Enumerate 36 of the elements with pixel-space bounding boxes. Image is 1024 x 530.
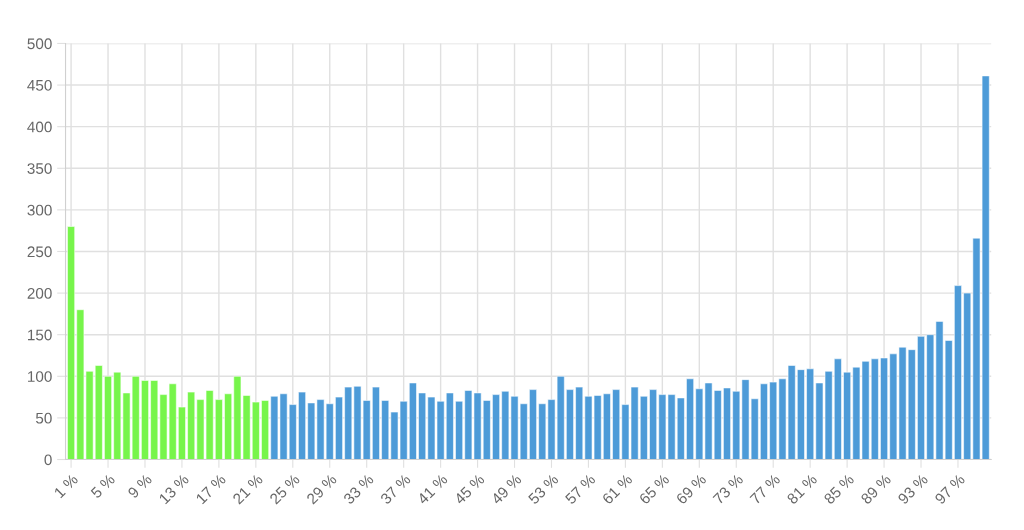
y-tick-label: 500 [27, 38, 52, 50]
y-tick-label: 400 [27, 121, 52, 133]
x-tick-label: 81 % [786, 473, 818, 505]
x-tick-label: 21 % [232, 473, 264, 505]
x-tick-label: 37 % [379, 473, 412, 505]
x-tick-label: 5 % [90, 473, 116, 499]
x-tick-label: 29 % [305, 473, 338, 505]
x-tick-label: 13 % [158, 473, 190, 505]
y-tick-label: 100 [28, 371, 52, 382]
y-tick-label: 300 [27, 204, 52, 216]
x-tick-label: 77 % [749, 473, 781, 505]
x-tick-label: 61 % [601, 473, 633, 505]
y-tick-label: 0 [44, 454, 52, 466]
y-tick-label: 50 [35, 412, 52, 424]
x-tick-label: 41 % [416, 473, 449, 505]
x-tick-label: 1 % [53, 473, 79, 499]
x-tick-label: 73 % [712, 473, 744, 505]
x-tick-label: 69 % [675, 473, 707, 505]
y-tick-label: 350 [27, 163, 52, 174]
x-tick-label: 17 % [195, 473, 227, 505]
x-tick-label: 93 % [897, 473, 929, 505]
y-tick-label: 200 [27, 287, 52, 299]
y-tick-label: 150 [28, 329, 52, 341]
x-tick-label: 9 % [127, 473, 153, 499]
x-tick-label: 53 % [527, 473, 560, 505]
x-tick-label: 65 % [638, 473, 670, 505]
x-tick-label: 89 % [860, 473, 892, 505]
x-tick-label: 45 % [453, 473, 486, 506]
x-tick-label: 49 % [490, 473, 523, 506]
x-tick-label: 85 % [823, 473, 855, 505]
x-tick-label: 57 % [564, 473, 596, 505]
y-tick-label: 450 [27, 79, 52, 91]
x-tick-label: 97 % [934, 473, 966, 505]
x-tick-label: 25 % [269, 473, 301, 505]
x-tick-label: 33 % [342, 473, 375, 505]
y-tick-label: 250 [27, 246, 52, 258]
